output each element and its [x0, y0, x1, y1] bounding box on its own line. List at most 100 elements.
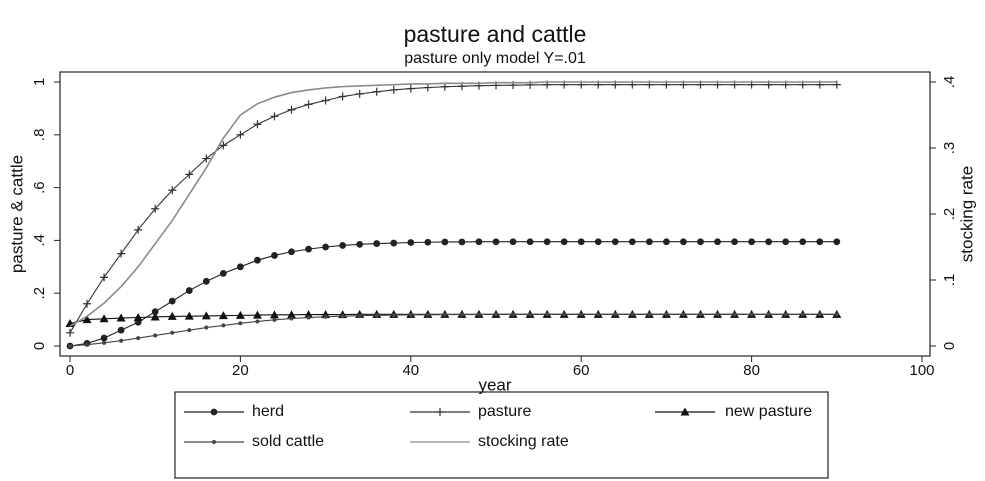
- series-marker: [271, 252, 278, 259]
- series-marker: [287, 105, 296, 114]
- series-marker: [219, 141, 228, 150]
- series-marker: [134, 225, 143, 234]
- y-tick-label: .2: [31, 287, 48, 300]
- series-marker: [238, 321, 243, 326]
- series-marker: [304, 100, 313, 109]
- series-marker: [799, 238, 807, 246]
- series-marker: [579, 312, 584, 317]
- series-marker: [647, 312, 652, 317]
- series-marker: [355, 89, 364, 98]
- series-marker: [494, 312, 498, 317]
- y-tick-label: .6: [31, 181, 48, 194]
- series-marker: [613, 312, 618, 317]
- series-marker: [664, 312, 669, 317]
- y-tick-label: .8: [31, 129, 48, 142]
- series-marker: [834, 312, 839, 317]
- legend-frame: [174, 391, 829, 479]
- series-marker: [184, 311, 194, 320]
- series-marker: [204, 325, 209, 330]
- series-marker: [85, 342, 90, 347]
- series-marker: [698, 312, 703, 317]
- legend-label: sold cattle: [252, 433, 324, 450]
- series-marker: [269, 310, 279, 319]
- series-marker: [528, 312, 533, 317]
- series-marker: [185, 287, 193, 294]
- series-marker: [458, 238, 466, 246]
- series-marker: [221, 323, 226, 328]
- series-marker: [645, 238, 653, 246]
- series-line: [69, 241, 837, 347]
- series-marker: [509, 238, 517, 246]
- series-marker: [287, 310, 297, 319]
- series-marker: [833, 238, 841, 246]
- y-tick-label: .4: [31, 234, 48, 247]
- y2-tick-label: .1: [941, 274, 958, 287]
- series-marker: [406, 84, 415, 93]
- series-marker: [202, 154, 211, 163]
- series-marker: [170, 330, 175, 335]
- legend-marker: [436, 408, 444, 416]
- series-marker: [339, 242, 347, 249]
- series-marker: [749, 312, 754, 317]
- series-marker: [423, 83, 432, 92]
- series-marker: [323, 314, 328, 319]
- series-marker: [272, 317, 277, 322]
- y2-tick-label: .4: [941, 76, 958, 89]
- series-marker: [201, 311, 211, 320]
- x-tick-label: 60: [573, 362, 590, 379]
- series-marker: [219, 270, 227, 277]
- series-marker: [697, 238, 704, 246]
- series-marker: [151, 204, 160, 213]
- series-marker: [628, 238, 636, 246]
- series-marker: [321, 96, 330, 105]
- series-marker: [306, 315, 311, 320]
- series-marker: [492, 238, 500, 246]
- series-marker: [407, 239, 415, 246]
- series-marker: [374, 313, 379, 318]
- series-marker: [150, 312, 160, 321]
- series-marker: [340, 314, 345, 319]
- series-marker: [594, 238, 602, 246]
- series-marker: [800, 312, 805, 317]
- series-marker: [218, 311, 228, 320]
- series-marker: [543, 238, 551, 246]
- series-marker: [441, 238, 449, 246]
- series-marker: [373, 240, 381, 247]
- series-marker: [680, 238, 687, 246]
- series-marker: [408, 312, 413, 317]
- legend-label: stocking rate: [478, 433, 569, 450]
- series-marker: [577, 238, 585, 246]
- y-tick-label: 0: [31, 342, 48, 350]
- series-marker: [151, 308, 159, 316]
- series-marker: [560, 238, 568, 246]
- series-line: [69, 81, 837, 327]
- series-marker: [136, 336, 141, 341]
- series-line: [69, 313, 837, 347]
- y2-tick-label: .2: [941, 208, 958, 221]
- series-line: [69, 313, 837, 325]
- series-marker: [545, 312, 550, 317]
- series-marker: [357, 313, 362, 318]
- x-tick-label: 0: [66, 362, 74, 379]
- series-marker: [117, 249, 126, 258]
- series-marker: [765, 238, 773, 246]
- series-marker: [511, 312, 516, 317]
- series-marker: [389, 85, 398, 94]
- x-tick-label: 40: [402, 362, 419, 379]
- y-tick-label: 1: [31, 78, 48, 86]
- series-marker: [817, 312, 822, 317]
- series-marker: [102, 340, 107, 345]
- series-marker: [338, 92, 347, 101]
- series-marker: [562, 312, 567, 317]
- series-marker: [83, 299, 92, 308]
- series-marker: [304, 310, 314, 319]
- x-tick-label: 80: [743, 362, 760, 379]
- series-marker: [715, 312, 720, 317]
- series-marker: [424, 238, 432, 246]
- series-marker: [100, 334, 108, 342]
- series-marker: [783, 312, 788, 317]
- series-marker: [391, 313, 396, 318]
- series-marker: [816, 238, 824, 246]
- series-marker: [476, 312, 481, 317]
